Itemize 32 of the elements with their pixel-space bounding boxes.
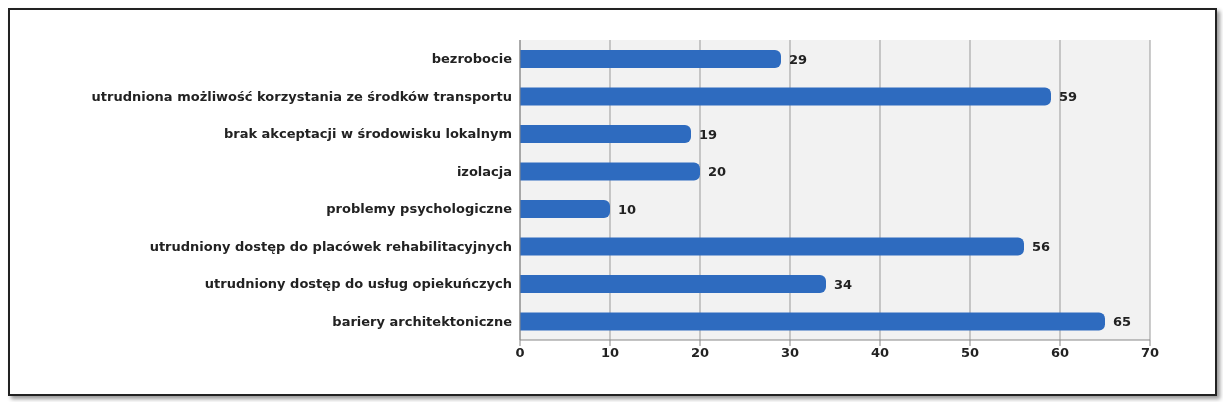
data-label: 10 xyxy=(618,201,637,217)
y-tick-label: utrudniona możliwość korzystania ze środków transportu xyxy=(91,88,512,104)
x-tick-label: 70 xyxy=(1140,345,1160,361)
bar xyxy=(520,87,1051,106)
x-tick-label: 20 xyxy=(690,345,710,361)
bar xyxy=(520,200,610,218)
x-tick-label: 40 xyxy=(870,345,890,361)
y-tick-label: problemy psychologiczne xyxy=(326,201,513,217)
y-tick-label: utrudniony dostęp do placówek rehabilitacyjnych xyxy=(149,238,512,254)
data-label: 56 xyxy=(1032,239,1051,255)
bar xyxy=(520,125,691,143)
x-tick-label: 30 xyxy=(780,345,800,361)
y-tick-label: brak akceptacji w środowisku lokalnym xyxy=(223,126,512,142)
x-tick-label: 50 xyxy=(960,345,980,361)
x-tick-label: 10 xyxy=(600,345,620,361)
data-label: 29 xyxy=(789,51,808,67)
bar xyxy=(520,50,781,68)
x-tick-label: 0 xyxy=(515,345,525,361)
bar xyxy=(520,275,826,293)
bar xyxy=(520,237,1024,256)
data-label: 34 xyxy=(834,276,853,292)
y-tick-label: bezrobocie xyxy=(431,51,513,67)
data-label: 59 xyxy=(1059,89,1078,105)
y-tick-label: bariery architektoniczne xyxy=(332,313,513,329)
y-tick-label: utrudniony dostęp do usług opiekuńczych xyxy=(204,276,512,292)
bar xyxy=(520,162,700,181)
data-label: 65 xyxy=(1113,314,1132,330)
bar xyxy=(520,312,1105,331)
y-tick-label: izolacja xyxy=(456,163,512,179)
data-label: 19 xyxy=(699,126,718,142)
x-tick-label: 60 xyxy=(1050,345,1070,361)
data-label: 20 xyxy=(708,164,727,180)
